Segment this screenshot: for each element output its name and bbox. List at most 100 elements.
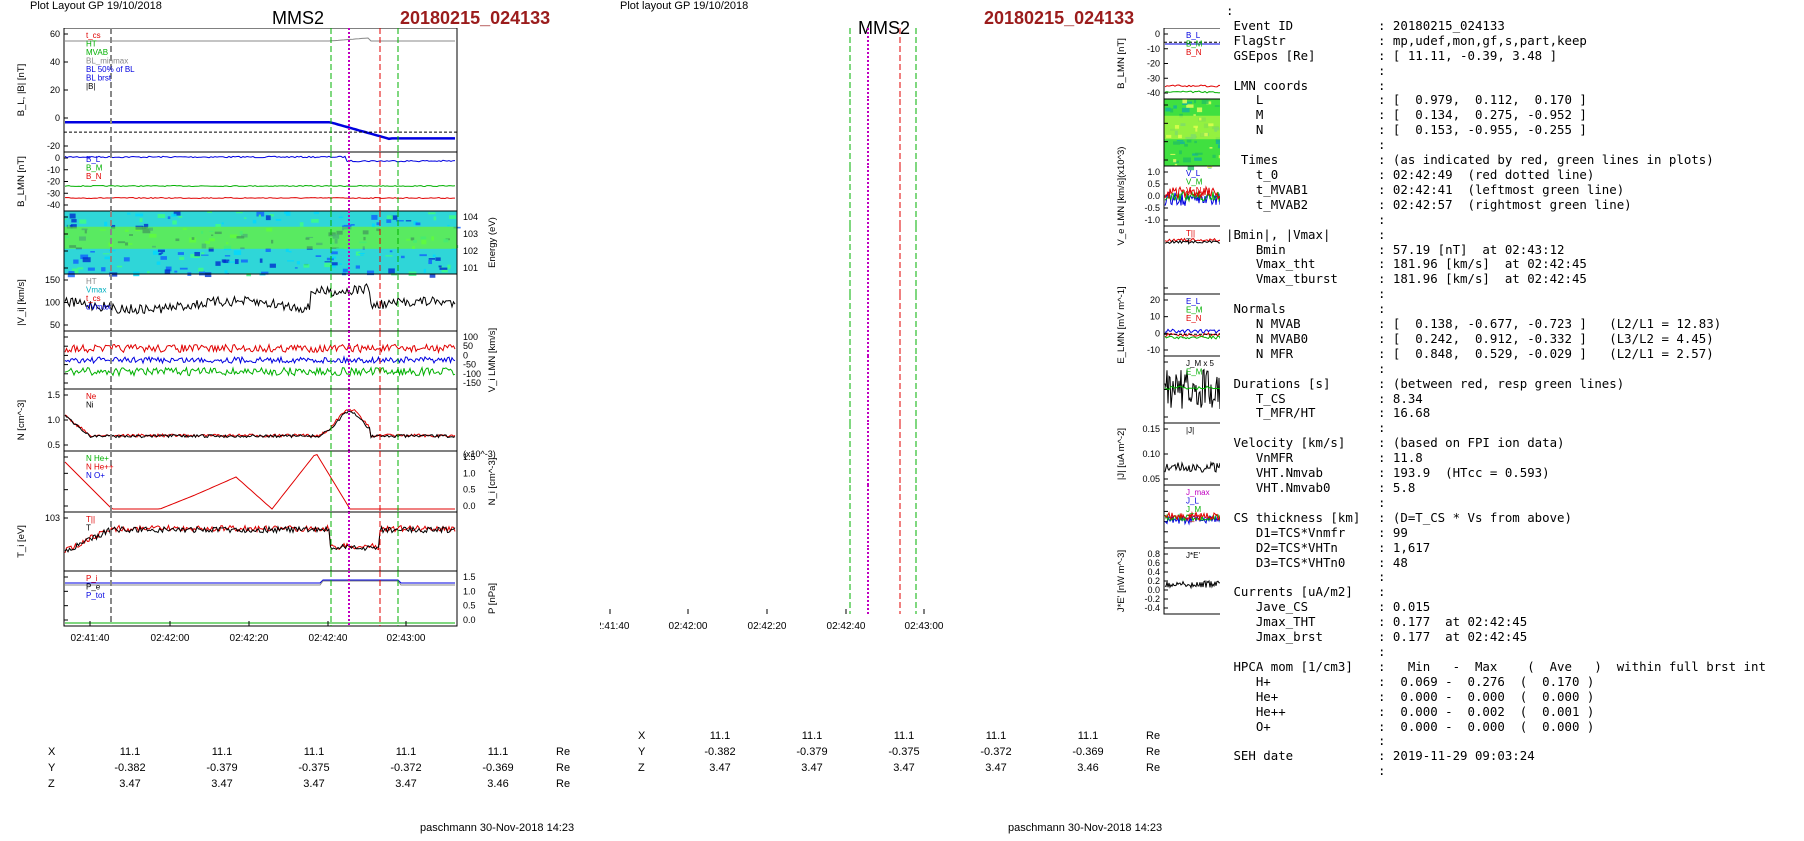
legend-entry: BL brst [86,74,112,83]
legend-entry: |B| [86,82,96,91]
spectrogram-cell [80,254,89,260]
y-tick-label: 102 [463,246,478,256]
spectrogram-cell [90,251,95,253]
spectrogram-cell [330,256,337,259]
right-panel-5: 20 10 0 -10 E_LMN [mV m^-1] E_LE_ME_N [849,286,1220,364]
panel-frame [1163,484,1220,549]
spectrogram-cell [179,256,185,260]
spectrogram-cell [167,216,171,220]
spectrogram-cell [1195,152,1203,155]
info-line: |Bmin|, |Vmax|: [1226,227,1801,243]
info-key: Durations [s] [1226,375,1331,391]
y-tick-label: 0.10 [1142,449,1160,459]
y-tick-label: -150 [463,378,481,388]
y-tick-label: 1.0 [463,468,476,478]
left-event-id: 20180215_024133 [400,8,551,28]
spectrogram-cell [252,219,257,224]
info-line: t_MVAB1: 02:42:41 (leftmost green line) [1226,182,1801,198]
spectrogram-cell [69,213,76,219]
info-key: O+ [1226,718,1271,734]
right-panel-8: 0.150.100.050.00-0.05-0.10J [uA m^-2]J_m… [849,484,1220,549]
y-axis-label: |J| [uA m^-2] [1116,428,1127,480]
legend-entry: T [1186,238,1191,247]
info-value: : 2019-11-29 09:03:24 [1378,748,1535,764]
y-tick-label: 0.05 [1142,474,1160,484]
y-axis-label: N_i [cm^-3] [487,458,498,506]
info-key: N MFR [1226,345,1294,361]
info-line: : [1226,360,1801,377]
spectrogram-cell [221,259,226,263]
right-panel-stack: 0 -10 -20 -30 -40 B_LMN [nT] B_LB_MB_N 10410310… [600,28,1220,632]
legend-entry: J_N [1186,514,1200,523]
spectrogram-cell [204,272,212,278]
info-line: : [1226,495,1801,511]
spectrogram-band [1164,115,1220,140]
info-line: O+: 0.000 - 0.000 ( 0.000 ) [1226,718,1801,735]
legend-entry: E_M [1186,368,1203,377]
info-value: : 57.19 [nT] at 02:43:12 [1378,241,1565,257]
spectrogram-cell [228,261,235,263]
info-value: : [ 0.153, -0.955, -0.255 ] [1378,122,1587,138]
spectrogram-cell [71,219,77,223]
spectrogram-cell [173,211,181,216]
legend-entry: BL_minmax [86,57,128,66]
series-line [1164,334,1220,340]
spectrogram-cell [171,213,177,217]
spectrogram-cell [233,250,242,256]
legend-entry: Ni [86,401,94,410]
spectrogram-cell [139,218,143,223]
info-value: : 0.000 - 0.000 ( 0.000 ) [1378,688,1595,704]
spectrogram-cell [208,247,214,252]
spectrogram-cell [433,216,437,221]
series-line [1164,385,1220,391]
spectrogram-cell [82,257,91,263]
y-tick-label: -30 [47,188,60,198]
info-line: H+: 0.069 - 0.276 ( 0.170 ) [1226,674,1801,690]
spectrogram-cell [64,218,67,220]
info-key [1226,287,1378,302]
series-line [1164,579,1220,590]
legend-entry: T [86,524,91,533]
y-tick-label: 150 [45,275,60,285]
y-axis-label: Energy (eV) [487,217,498,268]
series-line [1164,90,1220,94]
info-value: : [1378,286,1386,302]
y-tick-label: -20 [47,177,60,187]
spectrogram-cell [179,267,188,270]
y-tick-label: 0.8 [1147,549,1160,559]
y-tick-label: 0.0 [1147,585,1160,595]
series-line [64,184,456,188]
legend-entry: V_N [1186,186,1202,195]
info-value: : [1378,360,1386,376]
spectrogram-cell [177,252,184,255]
info-line: Durations [s]: (between red, resp green … [1226,375,1801,392]
x-tick-label: 02:41:40 [600,621,630,632]
legend-entry: HT [86,277,97,286]
info-line: N MVAB: [ 0.138, -0.677, -0.723 ] (L2/L1… [1226,316,1801,332]
spectrogram-cell [332,263,336,268]
spectrogram-cell [127,212,131,215]
right-y-row: Y -0.382 -0.379 -0.375 -0.372 -0.369 Re [638,746,1161,758]
spectrogram-cell [1179,113,1183,118]
info-key [1226,496,1378,511]
y-tick-label: 103 [45,513,60,523]
info-line: : [1226,734,1801,749]
series-line [64,196,455,200]
series-line [64,410,456,439]
left-panel-8: 103 T_i [eV] T||T [16,511,458,572]
info-key: VHT.Nmvab0 [1226,480,1331,495]
spectrogram-cell [190,253,198,258]
info-value: : Min - Max ( Ave ) within full brst int [1378,658,1766,674]
spectrogram-cell [102,253,110,255]
spectrogram-cell [269,263,276,268]
spectrogram-cell [449,215,457,219]
spectrogram-cell [156,261,161,265]
info-line: : [1226,570,1801,585]
y-tick-label: 0.6 [1147,558,1160,568]
legend-entry: |J| [1186,426,1194,435]
spectrogram-cell [1183,157,1191,163]
spectrogram-cell [275,218,282,221]
spectrogram-cell [1165,107,1171,112]
spectrogram-cell [1212,154,1216,158]
info-line: : [1226,3,1801,19]
